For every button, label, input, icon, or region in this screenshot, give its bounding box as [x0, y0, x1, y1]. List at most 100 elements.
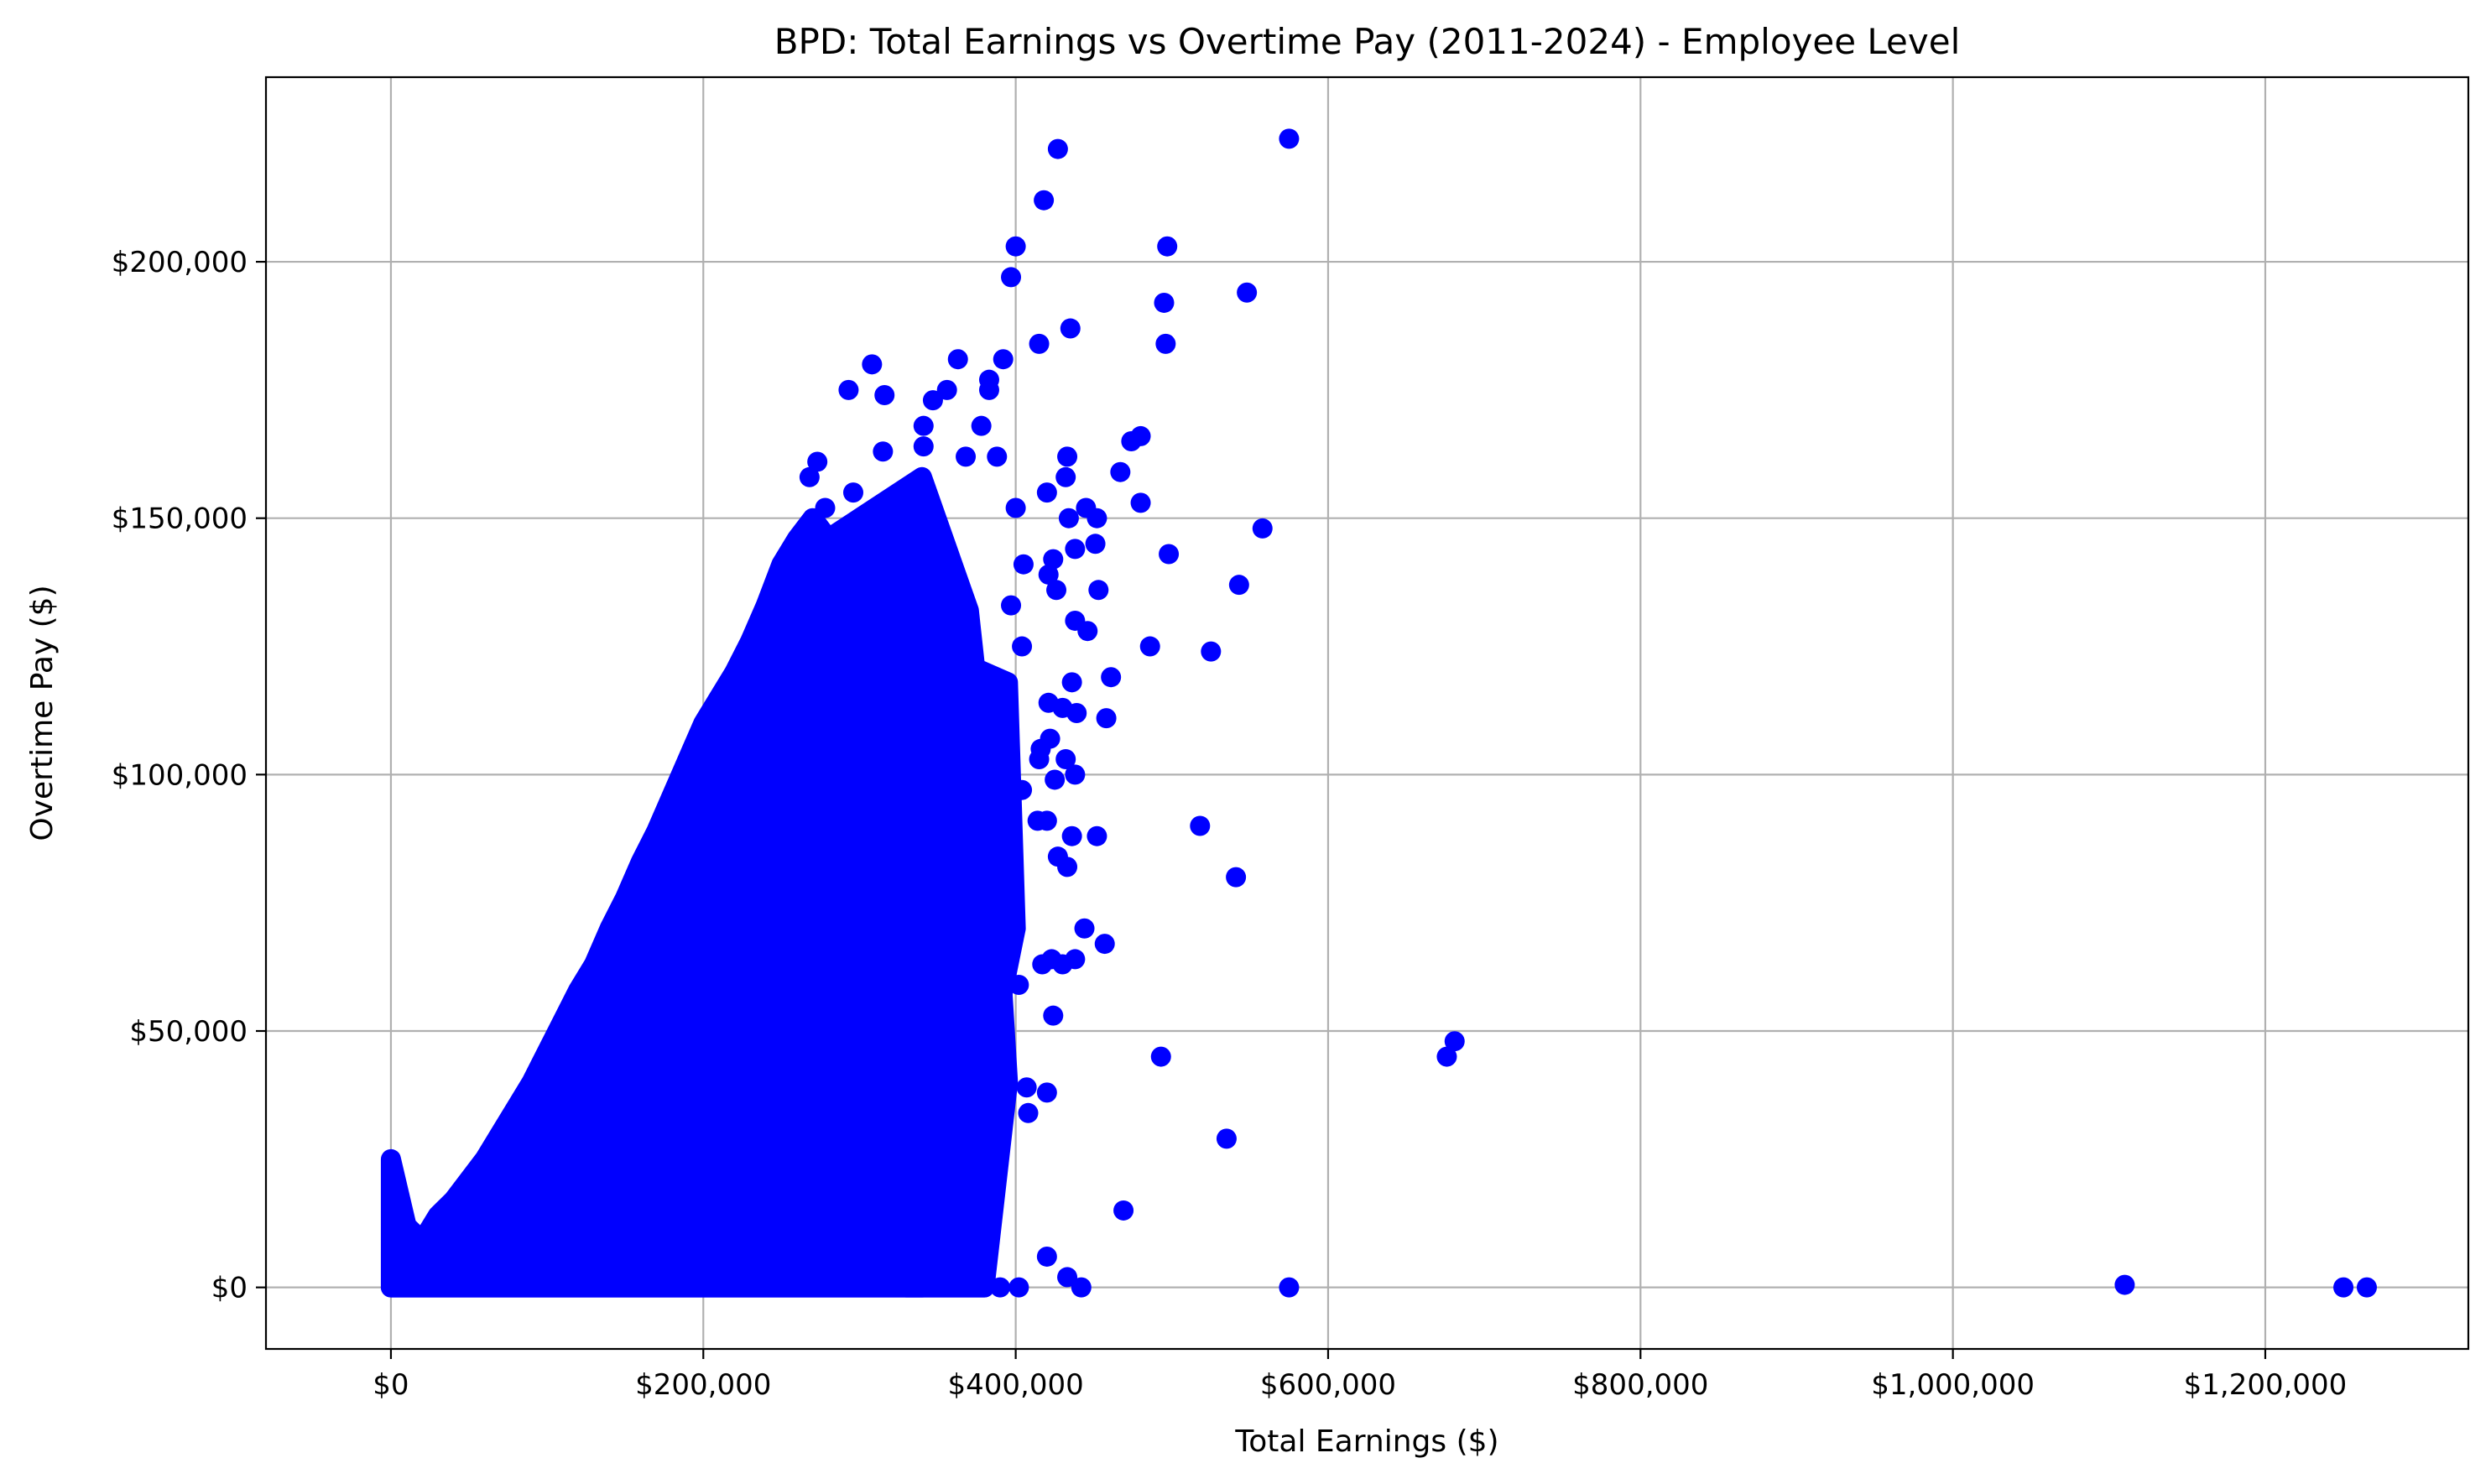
- data-point: [1036, 1082, 1057, 1103]
- data-point: [1216, 1128, 1237, 1149]
- data-point: [1087, 825, 1107, 846]
- data-point: [1190, 815, 1211, 836]
- data-point: [1154, 292, 1175, 313]
- x-tick-label: $400,000: [947, 1368, 1083, 1402]
- data-point: [2333, 1277, 2354, 1298]
- data-point: [1055, 466, 1076, 487]
- data-point: [2356, 1277, 2377, 1298]
- data-point: [1045, 769, 1066, 790]
- data-point: [1038, 564, 1059, 585]
- data-point: [1057, 446, 1078, 467]
- data-point: [922, 390, 943, 411]
- data-point: [1029, 333, 1050, 354]
- data-point: [1055, 749, 1076, 770]
- data-point: [1047, 138, 1068, 159]
- data-point: [1066, 703, 1087, 723]
- data-point: [807, 451, 828, 472]
- y-tick-label: $150,000: [112, 502, 248, 536]
- x-tick-label: $200,000: [635, 1368, 771, 1402]
- data-point: [1201, 641, 1222, 662]
- plot-area: [380, 128, 2377, 1298]
- data-point: [1057, 1267, 1078, 1288]
- x-axis-ticks: $0 $200,000 $400,000 $600,000 $800,000 $1,000…: [373, 1349, 2347, 1402]
- data-point: [1001, 267, 1022, 288]
- data-point: [1052, 954, 1073, 975]
- data-point: [1130, 492, 1151, 513]
- data-point: [1043, 1005, 1064, 1026]
- y-axis-label: Overtime Pay ($): [25, 585, 60, 841]
- data-point: [1008, 974, 1029, 995]
- data-point: [1065, 764, 1086, 785]
- x-tick-label: $1,000,000: [1871, 1368, 2035, 1402]
- data-point: [936, 379, 957, 400]
- data-point: [1012, 779, 1033, 800]
- data-point: [1013, 554, 1034, 575]
- data-point: [1150, 1046, 1171, 1067]
- data-point: [1036, 482, 1057, 503]
- data-point: [843, 482, 863, 503]
- data-point: [862, 354, 883, 375]
- data-point: [1088, 580, 1109, 601]
- data-point: [1444, 1031, 1465, 1052]
- data-point: [799, 466, 820, 487]
- data-point: [1029, 749, 1050, 770]
- data-point: [1061, 825, 1082, 846]
- data-point: [1226, 867, 1247, 888]
- grid-lines: [266, 77, 2468, 1349]
- data-point: [1005, 497, 1026, 518]
- data-point: [956, 446, 977, 467]
- data-point: [1036, 1246, 1057, 1267]
- data-point: [1110, 461, 1131, 482]
- data-point: [1077, 621, 1098, 642]
- x-tick-label: $800,000: [1572, 1368, 1708, 1402]
- data-point: [1043, 549, 1064, 570]
- x-tick-label: $1,200,000: [2184, 1368, 2348, 1402]
- data-point: [873, 441, 894, 462]
- data-point: [1061, 672, 1082, 693]
- data-point: [913, 415, 934, 436]
- data-point: [993, 349, 1014, 370]
- y-axis-ticks: $0 $50,000 $100,000 $150,000 $200,000: [112, 246, 266, 1305]
- data-point: [1018, 1102, 1039, 1123]
- x-tick-label: $0: [373, 1368, 409, 1402]
- chart-title: BPD: Total Earnings vs Overtime Pay (201…: [774, 21, 1961, 62]
- data-point: [978, 379, 999, 400]
- data-point: [1094, 934, 1115, 955]
- data-point: [1005, 236, 1026, 257]
- data-point: [1436, 1046, 1457, 1067]
- data-point: [1237, 282, 1258, 303]
- data-point: [2114, 1274, 2135, 1295]
- data-point: [1085, 534, 1106, 555]
- data-point: [1016, 1077, 1037, 1098]
- data-point: [874, 385, 895, 405]
- data-point: [971, 415, 992, 436]
- data-point: [1001, 595, 1022, 616]
- data-point: [1096, 708, 1117, 729]
- y-tick-label: $50,000: [129, 1015, 248, 1049]
- data-point: [1101, 667, 1122, 688]
- data-point: [815, 497, 836, 518]
- y-tick-label: $200,000: [112, 246, 248, 279]
- data-point: [1034, 190, 1055, 211]
- data-point: [913, 436, 934, 457]
- data-point: [1252, 518, 1273, 539]
- data-point: [1046, 580, 1067, 601]
- data-point: [1157, 236, 1178, 257]
- data-point: [1008, 1277, 1029, 1298]
- y-tick-label: $0: [211, 1272, 248, 1305]
- data-point: [1228, 575, 1249, 596]
- data-point: [990, 1277, 1010, 1298]
- data-point: [1058, 508, 1079, 529]
- x-tick-label: $600,000: [1260, 1368, 1396, 1402]
- data-point: [1113, 1200, 1134, 1221]
- data-point: [1155, 333, 1176, 354]
- dense-point-band: [880, 621, 1026, 1093]
- data-point: [1139, 636, 1160, 657]
- data-point: [1087, 508, 1107, 529]
- data-point: [838, 379, 859, 400]
- data-point: [1279, 128, 1300, 149]
- data-point: [1074, 918, 1095, 939]
- data-point: [1071, 1277, 1092, 1298]
